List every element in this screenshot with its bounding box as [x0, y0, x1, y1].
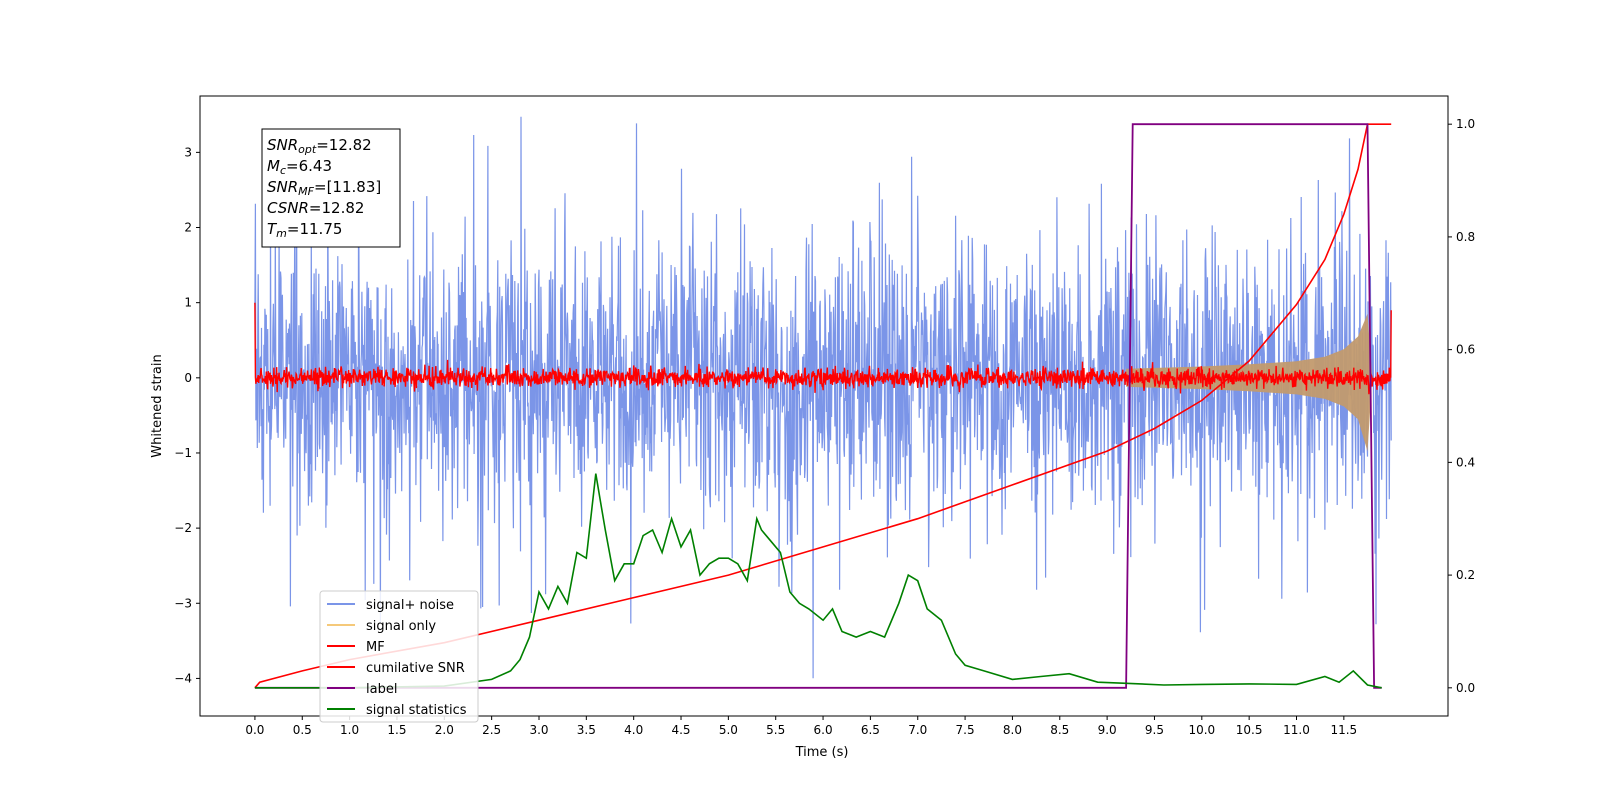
- plot-frame: [199, 95, 1449, 717]
- info-snr-opt: SNRopt=12.82: [267, 136, 372, 156]
- y-axis-label: Whitened strain: [150, 354, 165, 457]
- x-tick-label: 2.0: [435, 723, 454, 737]
- x-tick-label: 9.0: [1098, 723, 1117, 737]
- x-tick-label: 11.5: [1330, 723, 1357, 737]
- x-tick-label: 6.0: [814, 723, 833, 737]
- y-tick-label: 0: [184, 371, 192, 385]
- info-tm: Tm=11.75: [267, 220, 342, 240]
- y-tick-label: 3: [184, 145, 192, 159]
- legend-entry-label: label: [327, 682, 397, 697]
- legend-label-cumulative-snr: cumilative SNR: [366, 661, 465, 676]
- y-tick-label: 1: [184, 296, 192, 310]
- axes: 0.0 0.5 1.0 1.5 2.0 2.5 3.0 3.5 4.0 4.5 5.0 5.5 6.0 6…: [174, 117, 1475, 737]
- legend-label-signal-only: signal only: [366, 619, 436, 634]
- x-axis-label: Time (s): [795, 745, 849, 760]
- legend-label-mf: MF: [366, 640, 385, 655]
- series-signal-statistics: [254, 473, 1382, 689]
- legend-entry-signal-statistics: signal statistics: [327, 703, 467, 718]
- y-tick-label: −3: [174, 596, 192, 610]
- series-mf: [254, 302, 1392, 395]
- y2-tick-label: 0.2: [1456, 568, 1475, 582]
- y2-tick-label: 0.4: [1456, 455, 1475, 469]
- x-tick-label: 4.5: [671, 723, 690, 737]
- series-signal-noise: [254, 116, 1392, 679]
- x-tick-label: 1.5: [387, 723, 406, 737]
- x-tick-label: 5.5: [766, 723, 785, 737]
- x-tick-label: 10.5: [1236, 723, 1263, 737]
- info-box-frame: [261, 128, 401, 248]
- x-tick-label: 4.0: [624, 723, 643, 737]
- y-tick-label: −4: [174, 671, 192, 685]
- y2-tick-label: 0.0: [1456, 681, 1475, 695]
- y2-tick-label: 1.0: [1456, 117, 1475, 131]
- y-tick-label: −1: [174, 446, 192, 460]
- legend-entry-cumulative-snr: cumilative SNR: [327, 661, 465, 676]
- x-tick-label: 3.0: [529, 723, 548, 737]
- x-tick-label: 1.0: [340, 723, 359, 737]
- legend-entry-signal-noise: signal+ noise: [327, 598, 454, 613]
- legend-label-signal-statistics: signal statistics: [366, 703, 467, 718]
- x-tick-label: 2.5: [482, 723, 501, 737]
- x-tick-label: 11.0: [1283, 723, 1310, 737]
- y-tick-label: 2: [184, 221, 192, 235]
- x-tick-label: 8.5: [1050, 723, 1069, 737]
- y2-tick-label: 0.6: [1456, 343, 1475, 357]
- x-tick-label: 3.5: [577, 723, 596, 737]
- legend-entry-mf: MF: [327, 640, 385, 655]
- info-snr-mf: SNRMF=[11.83]: [267, 178, 381, 198]
- x-tick-label: 7.0: [908, 723, 927, 737]
- legend-frame: [319, 590, 479, 723]
- info-box: SNRopt=12.82 Mc=6.43 SNRMF=[11.83] CSNR=…: [261, 128, 401, 248]
- x-tick-label: 10.0: [1188, 723, 1215, 737]
- y-tick-label: −2: [174, 521, 192, 535]
- y2-tick-label: 0.8: [1456, 230, 1475, 244]
- info-mc: Mc=6.43: [267, 157, 332, 177]
- series-label: [254, 123, 1382, 689]
- info-csnr: CSNR=12.82: [267, 199, 364, 217]
- x-tick-label: 0.5: [293, 723, 312, 737]
- series-signal-only: [1126, 313, 1373, 452]
- legend: signal+ noise signal only MF cumilative …: [319, 590, 479, 723]
- x-tick-label: 7.5: [956, 723, 975, 737]
- legend-label-signal-noise: signal+ noise: [366, 598, 454, 613]
- legend-label-label: label: [366, 682, 397, 697]
- x-tick-label: 6.5: [861, 723, 880, 737]
- x-tick-label: 9.5: [1145, 723, 1164, 737]
- legend-entry-signal-only: signal only: [327, 619, 436, 634]
- x-tick-label: 8.0: [1003, 723, 1022, 737]
- x-tick-label: 0.0: [245, 723, 264, 737]
- x-tick-label: 5.0: [719, 723, 738, 737]
